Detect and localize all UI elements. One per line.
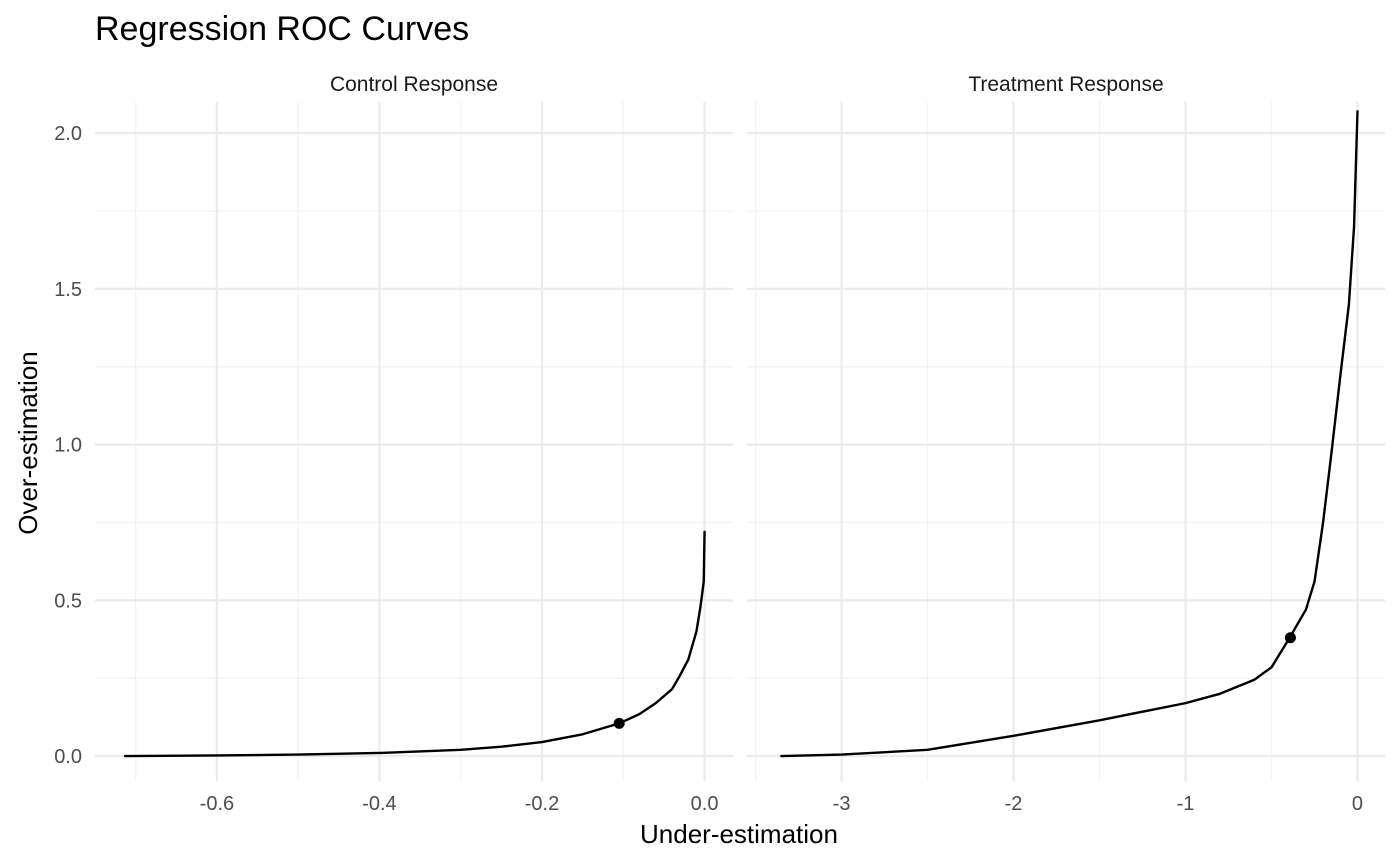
- roc-curve-line: [780, 110, 1359, 758]
- panel-control: Control Response -0.6 -0.4 -0.2 0.0: [95, 73, 733, 815]
- panel-control-grid: [95, 102, 733, 781]
- y-tick-label: 2.0: [54, 123, 82, 145]
- x-tick-label: -0.6: [200, 793, 234, 815]
- y-tick-label: 1.0: [54, 435, 82, 457]
- panel-treatment: Treatment Response -3 -2 -1 0: [747, 73, 1385, 815]
- y-tick-label: 0.5: [54, 590, 82, 612]
- panel-treatment-label: Treatment Response: [968, 73, 1163, 96]
- y-tick-label: 1.5: [54, 279, 82, 301]
- panel-control-label: Control Response: [330, 73, 498, 96]
- optimal-point: [613, 717, 625, 729]
- y-tick-label: 0.0: [54, 746, 82, 768]
- panel-control-x-ticks: -0.6 -0.4 -0.2 0.0: [200, 793, 719, 815]
- x-tick-label: 0.0: [691, 793, 719, 815]
- y-axis-title: Over-estimation: [13, 351, 43, 535]
- chart-title: Regression ROC Curves: [95, 10, 469, 48]
- panel-treatment-x-ticks: -3 -2 -1 0: [833, 793, 1363, 815]
- roc-curve-line: [123, 530, 706, 758]
- x-tick-label: -0.4: [362, 793, 396, 815]
- y-axis-ticks: 0.0 0.5 1.0 1.5 2.0: [54, 123, 82, 768]
- x-tick-label: -3: [833, 793, 851, 815]
- panel-treatment-curve: [780, 110, 1359, 758]
- x-tick-label: -1: [1177, 793, 1195, 815]
- optimal-point: [1284, 632, 1296, 644]
- panel-control-curve: [123, 530, 706, 758]
- x-axis-title: Under-estimation: [640, 819, 838, 849]
- x-tick-label: 0: [1352, 793, 1363, 815]
- panel-treatment-grid: [747, 102, 1385, 781]
- x-tick-label: -2: [1005, 793, 1023, 815]
- x-tick-label: -0.2: [525, 793, 559, 815]
